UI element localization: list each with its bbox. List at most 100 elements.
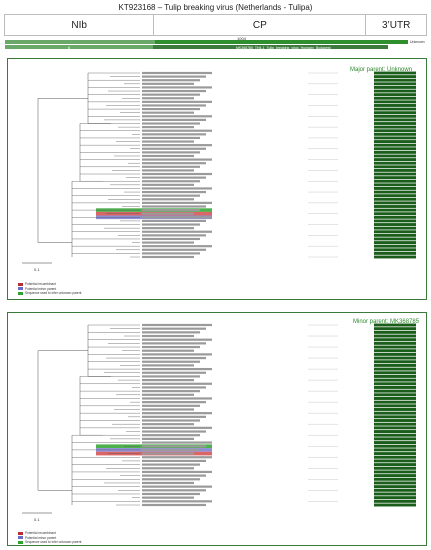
legend-item: Potential minor parent (18, 287, 81, 292)
taxon-label (142, 248, 206, 251)
similarity-bar (374, 219, 416, 223)
legend-label: Sequence used to infer unknown parent (25, 291, 82, 296)
similarity-bar (374, 205, 416, 208)
taxon-label (142, 485, 212, 488)
similarity-bar (374, 100, 416, 104)
similarity-bar (374, 168, 416, 172)
similarity-bar (374, 226, 416, 230)
taxon-label (142, 183, 194, 186)
similarity-bar (374, 371, 416, 375)
legend-item: Sequence used to infer unknown parent (18, 540, 81, 545)
taxon-label (142, 194, 200, 197)
taxon-label (142, 209, 200, 212)
similarity-bar (374, 237, 416, 241)
taxon-label (142, 452, 194, 455)
taxon-label (142, 430, 206, 433)
region-nib: NIb (5, 15, 155, 35)
taxon-label (142, 492, 200, 496)
taxon-label (142, 401, 206, 404)
similarity-bar (374, 363, 416, 367)
taxon-label (142, 334, 194, 338)
taxon-label (142, 331, 200, 334)
similarity-bar (374, 393, 416, 397)
similarity-bar (374, 122, 416, 125)
similarity-bar (374, 118, 416, 122)
taxon-label (142, 338, 212, 341)
similarity-bar (374, 419, 416, 422)
taxon-label (142, 158, 212, 161)
similarity-bar (374, 111, 416, 115)
taxon-label (142, 237, 200, 241)
similarity-bar (374, 455, 416, 459)
similarity-bar (374, 404, 416, 408)
similarity-bar (374, 437, 416, 441)
similarity-bar (374, 215, 416, 219)
similarity-bar (374, 179, 416, 183)
taxon-label (142, 503, 206, 507)
taxon-label (142, 140, 194, 143)
similarity-bar (374, 82, 416, 86)
similarity-bar (374, 241, 416, 245)
similarity-bar (374, 158, 416, 162)
similarity-bar (374, 129, 416, 133)
similarity-bar (374, 161, 416, 165)
taxon-label (142, 169, 194, 172)
similarity-bar (374, 327, 416, 331)
legend-swatch (18, 291, 23, 295)
taxon-label (142, 356, 206, 360)
taxon-label (142, 386, 206, 389)
taxon-label (142, 423, 194, 426)
similarity-bar (374, 422, 416, 426)
genome-region-map: NIb CP 3’UTR (4, 14, 427, 36)
similarity-bar (374, 470, 416, 474)
minor-parent-bar-cp (153, 45, 388, 49)
taxon-label (142, 255, 194, 259)
similarity-bar (374, 208, 416, 212)
similarity-bar (374, 503, 416, 507)
similarity-bar (374, 132, 416, 136)
similarity-bar (374, 452, 416, 456)
similarity-bar (374, 143, 416, 147)
tree-plot-major (22, 71, 416, 264)
taxon-label (142, 230, 212, 233)
similarity-bar (374, 474, 416, 478)
taxon-label (142, 382, 212, 385)
taxon-label (142, 364, 194, 367)
similarity-bar (374, 356, 416, 360)
similarity-bar (374, 426, 416, 430)
taxon-label (142, 126, 194, 129)
similarity-bar (374, 459, 416, 463)
similarity-bar (374, 430, 416, 433)
taxon-label (142, 459, 206, 463)
legend-swatch (18, 531, 23, 535)
taxon-label (142, 86, 212, 89)
similarity-bar (374, 140, 416, 143)
figure-title: KT923168 – Tulip breaking virus (Netherl… (118, 3, 313, 12)
similarity-bar (374, 201, 416, 205)
taxon-label (142, 89, 206, 93)
similarity-bar (374, 71, 416, 75)
legend-swatch (18, 540, 23, 544)
similarity-bar (374, 212, 416, 216)
region-3utr: 3’UTR (381, 19, 411, 31)
major-parent-title: Major parent: Unknown (350, 67, 413, 73)
taxon-label (142, 75, 206, 78)
scale-bar-label-major: 0.1 (34, 267, 40, 272)
similarity-bar (374, 176, 416, 180)
taxon-label (142, 219, 206, 223)
taxon-label (142, 467, 194, 470)
phylogeny-panel-minor: Minor parent: MK368785 0.1 Potential rec… (7, 312, 427, 546)
taxon-label (142, 122, 200, 125)
similarity-bar (374, 107, 416, 111)
similarity-bar (374, 334, 416, 338)
taxon-label (142, 415, 206, 418)
taxon-label (142, 190, 206, 194)
taxon-label (142, 93, 200, 96)
taxon-label (142, 404, 200, 407)
similarity-bar (374, 385, 416, 389)
similarity-bar (374, 477, 416, 481)
taxon-label (142, 100, 212, 103)
similarity-bar (374, 448, 416, 452)
similarity-bar (374, 360, 416, 364)
taxon-label (142, 223, 200, 226)
